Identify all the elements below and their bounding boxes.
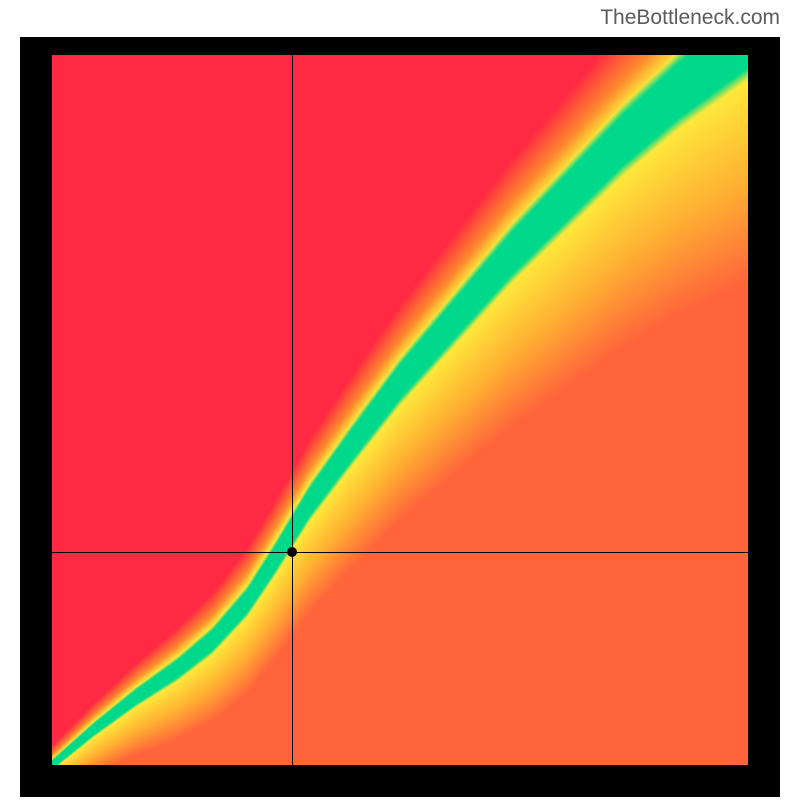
crosshair-horizontal [52,552,748,553]
crosshair-vertical [292,55,293,765]
plot-area [52,55,748,765]
attribution-text: TheBottleneck.com [600,6,780,30]
image-container: TheBottleneck.com [0,0,800,800]
plot-frame [20,37,780,797]
selection-marker [287,547,297,557]
heatmap-canvas [52,55,748,765]
